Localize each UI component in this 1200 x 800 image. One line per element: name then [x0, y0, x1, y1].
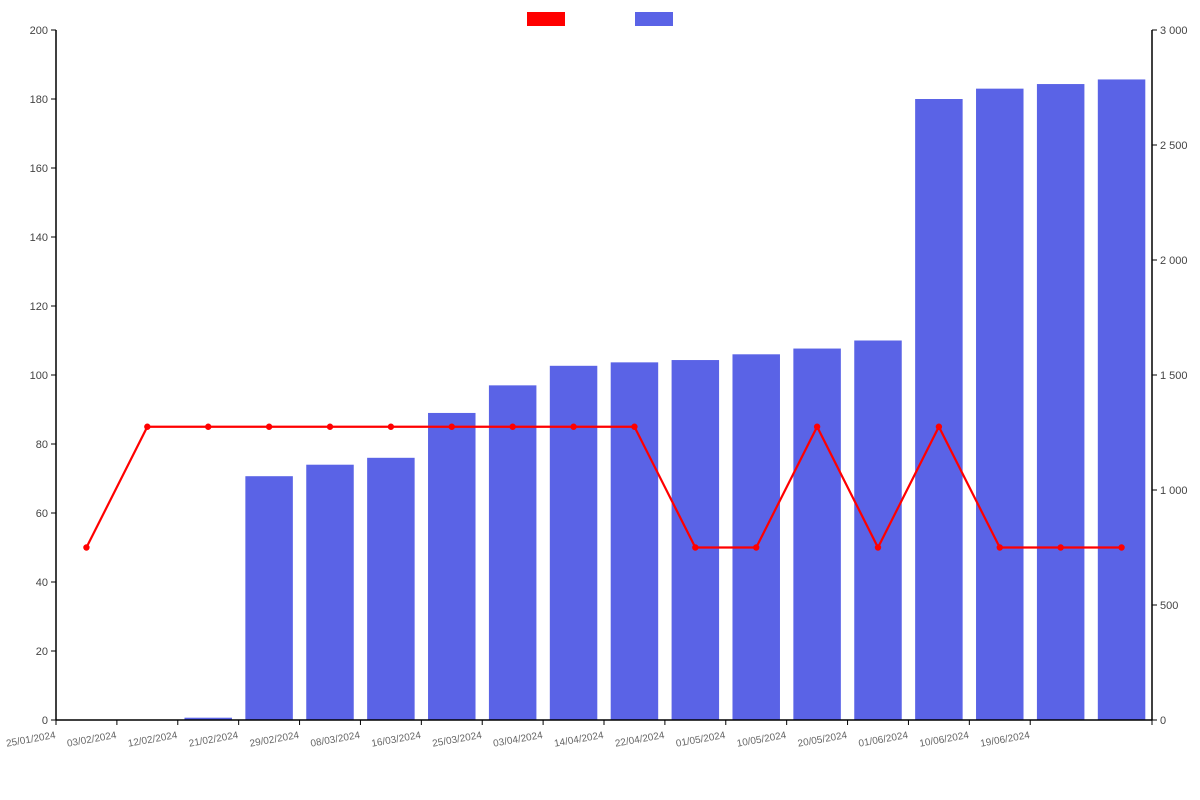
legend-swatch-bar [635, 12, 673, 26]
bar [732, 354, 779, 720]
ylabel-right: 500 [1160, 600, 1178, 612]
ylabel-left: 40 [36, 577, 48, 589]
line-marker [509, 424, 515, 430]
line-marker [1118, 544, 1124, 550]
line-marker [83, 544, 89, 550]
ylabel-right: 1 500 [1160, 370, 1188, 382]
line-marker [449, 424, 455, 430]
line-marker [570, 424, 576, 430]
ylabel-left: 200 [30, 25, 48, 37]
line-marker [205, 424, 211, 430]
line-marker [814, 424, 820, 430]
line-marker [997, 544, 1003, 550]
ylabel-left: 160 [30, 163, 48, 175]
ylabel-left: 180 [30, 94, 48, 106]
line-marker [327, 424, 333, 430]
ylabel-right: 1 000 [1160, 485, 1188, 497]
ylabel-right: 3 000 [1160, 25, 1188, 37]
line-marker [1057, 544, 1063, 550]
line-marker [631, 424, 637, 430]
line-marker [936, 424, 942, 430]
ylabel-left: 80 [36, 439, 48, 451]
line-marker [753, 544, 759, 550]
line-marker [388, 424, 394, 430]
line-marker [875, 544, 881, 550]
bar [489, 385, 536, 720]
bar [428, 413, 475, 720]
bar [976, 89, 1023, 720]
bar [793, 349, 840, 720]
bar [367, 458, 414, 720]
legend-swatch-line [527, 12, 565, 26]
ylabel-left: 60 [36, 508, 48, 520]
line-marker [144, 424, 150, 430]
bar [1037, 84, 1084, 720]
combo-chart: 0 20 40 60 80 100 120 140 160 180 200 0 500 1 000 1 50… [0, 0, 1200, 800]
line-marker [692, 544, 698, 550]
bar [672, 360, 719, 720]
bar [550, 366, 597, 720]
ylabel-left: 140 [30, 232, 48, 244]
bar [245, 476, 292, 720]
ylabel-right: 2 500 [1160, 140, 1188, 152]
ylabel-left: 0 [42, 715, 48, 727]
ylabel-left: 20 [36, 646, 48, 658]
line-marker [266, 424, 272, 430]
chart-container: 0 20 40 60 80 100 120 140 160 180 200 0 500 1 000 1 50… [0, 0, 1200, 800]
ylabel-left: 120 [30, 301, 48, 313]
bar [611, 362, 658, 720]
ylabel-right: 2 000 [1160, 255, 1188, 267]
bar [854, 341, 901, 721]
ylabel-left: 100 [30, 370, 48, 382]
ylabel-right: 0 [1160, 715, 1166, 727]
bar [306, 465, 353, 720]
bar [1098, 79, 1145, 720]
bar [915, 99, 962, 720]
